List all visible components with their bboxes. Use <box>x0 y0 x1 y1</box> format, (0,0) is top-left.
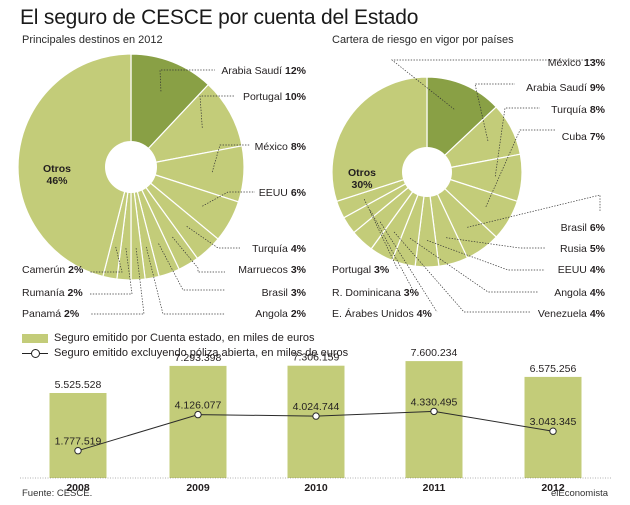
pie1-center-hole <box>105 141 157 193</box>
brand-name: elEconomista <box>550 488 608 499</box>
pie1-label-brasil: Brasil 3% <box>262 287 307 299</box>
left-pie-subtitle: Principales destinos en 2012 <box>22 34 163 46</box>
pie2-label-brasil: Brasil 6% <box>561 222 606 234</box>
line-value-label-2008: 1.777.519 <box>55 436 102 448</box>
pie1-leader-camerun <box>90 246 123 273</box>
bar-2010 <box>287 365 345 478</box>
pie1-slice-arabia-saudi <box>130 53 210 169</box>
x-tick-label-2010: 2010 <box>304 482 328 494</box>
pie2-label-otros-name: Otros <box>348 167 376 179</box>
pie1-leader-portugal <box>199 95 235 128</box>
bar-value-label-2010: 7.306.159 <box>293 352 340 364</box>
bar-2009 <box>169 365 227 478</box>
pie2-label-angola: Angola 4% <box>554 287 605 299</box>
bar-value-label-2008: 5.525.528 <box>55 379 102 391</box>
pie1-label-arabia-saudi: Arabia Saudí 12% <box>221 65 306 77</box>
pie2-label-rusia: Rusia 5% <box>560 243 606 255</box>
legend-line-entry: Seguro emitido excluyendo póliza abierta… <box>22 347 348 359</box>
pie2-slice-mexico <box>426 76 498 174</box>
pie1-label-turquia: Turquía 4% <box>252 243 307 255</box>
x-tick-label-2008: 2008 <box>66 482 90 494</box>
bar-2012 <box>524 376 582 478</box>
pie2-leader-arabia-saudi <box>474 83 515 142</box>
pie1-label-mexico: México 8% <box>255 141 307 153</box>
pie2-label-e-arabes-unidos: E. Árabes Unidos 4% <box>332 307 432 320</box>
pie1-label-otros-value: 46% <box>46 175 68 187</box>
legend-bar-entry: Seguro emitido por Cuenta estado, en mil… <box>22 332 315 344</box>
pie1-label-marruecos: Marruecos 3% <box>238 264 306 276</box>
pie-charts: Arabia Saudí 12% Portugal 10% México 8% EEU… <box>17 53 606 320</box>
line-point-2012 <box>549 427 557 435</box>
pie1-leader-eeuu <box>202 191 255 207</box>
pie1-leader-marruecos <box>172 236 225 273</box>
pie1-label-rumania: Rumanía 2% <box>22 287 83 299</box>
line-value-label-2012: 3.043.345 <box>530 416 577 428</box>
pie2-label-portugal: Portugal 3% <box>332 264 390 276</box>
pie1-leader-mexico <box>211 144 250 173</box>
line-value-label-2010: 4.024.744 <box>293 401 340 413</box>
bar-2011 <box>405 361 463 478</box>
pie1-leader-angola <box>145 246 225 315</box>
pie1-slice-otros <box>17 53 132 278</box>
pie2-leader-brasil <box>467 194 601 228</box>
pie1-label-portugal: Portugal 10% <box>243 91 307 103</box>
x-tick-label-2011: 2011 <box>423 482 446 494</box>
pie2-label-cuba: Cuba 7% <box>562 131 606 143</box>
line-point-2009 <box>194 410 202 419</box>
pie1-label-otros-name: Otros <box>43 163 71 175</box>
pie2-center-hole <box>402 147 452 197</box>
x-tick-label-2009: 2009 <box>186 482 210 494</box>
pie2-leader-angola <box>409 237 538 293</box>
x-tick-label-2012: 2012 <box>541 482 565 494</box>
pie1-label-camerun: Camerún 2% <box>22 264 84 276</box>
line-point-2008 <box>74 447 82 455</box>
pie1-slice-portugal <box>129 83 243 168</box>
legend-line-swatch <box>22 348 48 358</box>
pie2-label-mexico: México 13% <box>548 57 606 69</box>
pie1-label-angola: Angola 2% <box>255 308 306 320</box>
right-pie-subtitle: Cartera de riesgo en vigor por países <box>332 34 514 46</box>
pie2-label-arabia-saudi: Arabia Saudí 9% <box>526 82 605 94</box>
pie2-label-eeuu: EEUU 4% <box>558 264 606 276</box>
pie2-label-otros-value: 30% <box>351 179 373 191</box>
line-point-2011 <box>430 407 438 416</box>
pie2-label-venezuela: Venezuela 4% <box>538 308 606 320</box>
pie2-label-turquia: Turquía 8% <box>551 104 606 116</box>
source-note: Fuente: CESCE. <box>22 488 93 499</box>
pie2-leader-mexico <box>390 59 605 110</box>
bar-value-label-2012: 6.575.256 <box>530 363 577 375</box>
legend-bar-label: Seguro emitido por Cuenta estado, en mil… <box>54 332 315 344</box>
legend-bar-swatch <box>22 333 48 343</box>
pie2-leader-e-arabes-unidos <box>379 221 438 313</box>
pie1-label-panama: Panamá 2% <box>22 308 80 320</box>
line-value-label-2011: 4.330.495 <box>411 396 458 408</box>
pie2-label-r-dominicana: R. Dominicana 3% <box>332 287 420 299</box>
bar-2008 <box>49 393 107 478</box>
pie2-leader-cuba <box>485 129 555 207</box>
chart-title: El seguro de CESCE por cuenta del Estado <box>20 6 419 29</box>
pie2-leader-eeuu <box>426 240 545 271</box>
bar-value-label-2009: 7.293.398 <box>175 352 222 364</box>
line-point-2010 <box>312 412 320 420</box>
pie2-leader-turquia <box>494 107 540 177</box>
pie2-leader-portugal <box>363 199 399 271</box>
pie1-leader-brasil <box>158 243 225 291</box>
pie1-label-eeuu: EEUU 6% <box>259 187 307 199</box>
line-value-label-2009: 4.126.077 <box>175 400 222 412</box>
legend-line-label: Seguro emitido excluyendo póliza abierta… <box>54 347 349 359</box>
bar-value-label-2011: 7.600.234 <box>411 347 458 359</box>
